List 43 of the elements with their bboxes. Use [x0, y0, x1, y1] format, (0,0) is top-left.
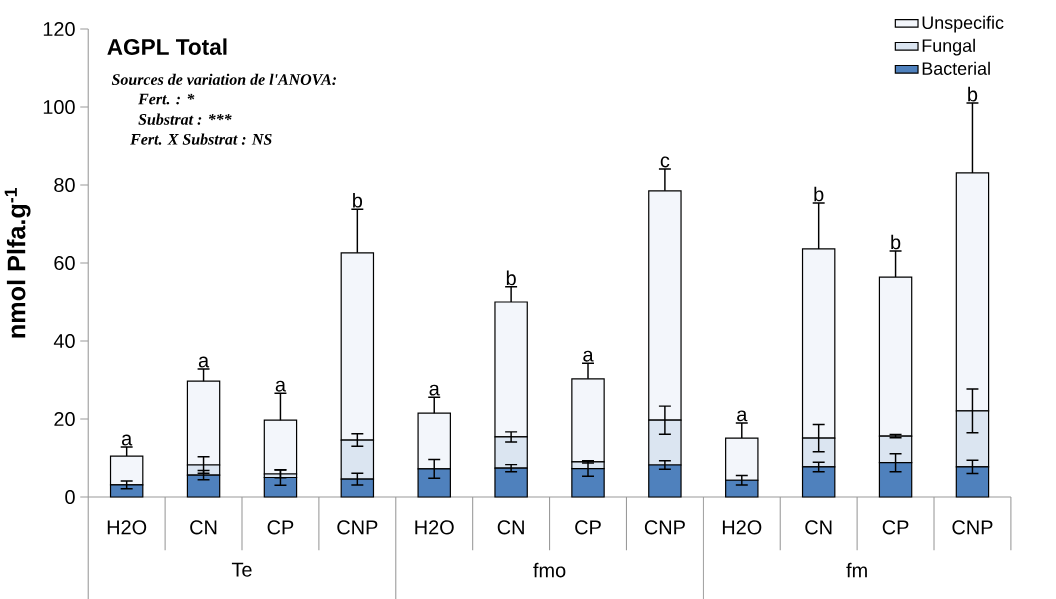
y-tick-label: 80	[54, 177, 75, 193]
y-tick-label: 100	[43, 99, 75, 115]
legend-label: Bacterial	[922, 61, 990, 75]
annotation: a	[198, 356, 210, 368]
x-tick-label: CP	[575, 520, 601, 535]
text: Te	[231, 562, 252, 577]
x-tick-label: CNP	[952, 520, 993, 535]
annotation: a	[275, 380, 286, 392]
y-axis-title: nmol Plfa.g$^{-1}$	[4, 187, 31, 338]
annotation: b	[814, 186, 824, 202]
annotation: a	[121, 434, 133, 446]
x-tick-label: H2O	[415, 520, 454, 535]
annotation: a	[737, 410, 748, 422]
annotation: Fert. X Substrat : NS	[130, 133, 272, 145]
legend-label: Unspecific	[922, 15, 1004, 33]
x-tick-label: CN	[497, 520, 524, 535]
x-tick-label: H2O	[107, 520, 147, 535]
annotation: Sources de variation de l'ANOVA:	[111, 73, 336, 86]
annotation: Fert. : *	[138, 93, 195, 105]
legend-label: Fungal	[922, 38, 975, 56]
x-tick-label: CNP	[337, 520, 378, 535]
annotation: a	[583, 350, 594, 362]
annotation: b	[968, 86, 978, 102]
annotation: b	[353, 192, 363, 208]
text: fmo	[533, 562, 566, 578]
x-tick-label: H2O	[722, 520, 762, 535]
annotation: b	[891, 234, 901, 250]
x-tick-label: CN	[190, 520, 217, 535]
x-tick-label: CP	[882, 520, 909, 535]
annotation: b	[506, 270, 516, 286]
y-tick-label: 40	[53, 333, 75, 349]
chart-title: AGPL Total	[107, 38, 227, 55]
y-tick-label: 120	[43, 21, 75, 37]
y-tick-label: 20	[54, 411, 75, 427]
annotation: a	[429, 384, 440, 396]
y-tick-label: 0	[65, 489, 75, 505]
x-tick-label: CNP	[644, 520, 685, 535]
y-tick-label: 60	[54, 255, 75, 271]
text: fm	[846, 562, 867, 578]
x-tick-label: CN	[805, 520, 832, 535]
annotation: c	[660, 156, 670, 168]
annotation: Substrat : ***	[138, 113, 232, 125]
x-tick-label: CP	[267, 520, 294, 535]
